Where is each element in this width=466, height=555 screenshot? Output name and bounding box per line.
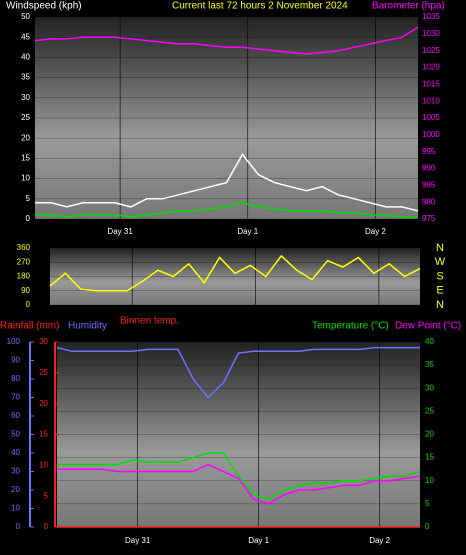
- x-tick-label: Day 1: [237, 227, 258, 236]
- y-tick-label: 80: [11, 374, 20, 383]
- series-line: [57, 463, 421, 505]
- series-line: [49, 254, 421, 292]
- y-tick-label: 25: [425, 406, 434, 415]
- y-tick-label: 180: [17, 272, 31, 281]
- y-axis-label: Windspeed (kph): [6, 1, 82, 12]
- legend-label: Humidity: [68, 321, 107, 332]
- series-line: [34, 26, 419, 55]
- y-tick-label: 1015: [422, 79, 440, 88]
- legend-label: Dew Point (°C): [395, 321, 461, 332]
- y-tick-label: 975: [422, 214, 436, 223]
- y-tick-label: 90: [11, 356, 20, 365]
- y-tick-label: 0: [425, 522, 430, 531]
- y-tick-label: 0: [16, 522, 21, 531]
- y-tick-label: 270: [17, 257, 31, 266]
- y-tick-label: 10: [11, 504, 20, 513]
- y-tick-label: 30: [39, 337, 48, 346]
- y-tick-label: 5: [425, 499, 430, 508]
- y-tick-label: 5: [44, 491, 49, 500]
- y-tick-label: 60: [11, 411, 20, 420]
- y-tick-label: 35: [425, 360, 434, 369]
- y2-axis-label: Barometer (hpa): [372, 1, 445, 12]
- y-tick-label: 40: [11, 448, 20, 457]
- y-tick-label: N: [436, 242, 444, 254]
- series-line: [35, 153, 419, 212]
- y-tick-label: N: [436, 299, 444, 311]
- x-tick-label: Day 1: [248, 536, 269, 545]
- y-tick-label: 1000: [422, 130, 440, 139]
- y-tick-label: 1020: [422, 63, 440, 72]
- y-tick-label: 40: [21, 53, 30, 62]
- y-tick-label: 25: [39, 368, 48, 377]
- y-tick-label: 30: [21, 93, 30, 102]
- series-line: [57, 452, 421, 501]
- x-tick-label: Day 2: [369, 536, 390, 545]
- y-tick-label: 30: [11, 467, 20, 476]
- y-tick-label: 1025: [422, 46, 440, 55]
- y-tick-label: 50: [21, 12, 30, 21]
- y-tick-label: 45: [21, 32, 30, 41]
- y-tick-label: 10: [39, 460, 48, 469]
- y-tick-label: 35: [21, 73, 30, 82]
- y-tick-label: 0: [44, 522, 49, 531]
- y-tick-label: 10: [21, 174, 30, 183]
- y-tick-label: 20: [21, 133, 30, 142]
- y-tick-label: E: [436, 285, 443, 297]
- y-tick-label: 20: [39, 399, 48, 408]
- y-tick-label: 995: [422, 147, 436, 156]
- y-tick-label: 1035: [422, 12, 440, 21]
- y-tick-label: 25: [21, 113, 30, 122]
- y-tick-label: 40: [425, 337, 434, 346]
- x-tick-label: Day 2: [365, 227, 386, 236]
- x-tick-label: Day 31: [107, 227, 133, 236]
- series-line: [56, 346, 420, 399]
- y-tick-label: 20: [11, 485, 20, 494]
- y-tick-label: 990: [422, 164, 436, 173]
- chart-title: Current last 72 hours 2 November 2024: [172, 1, 348, 12]
- legend-label: Temperature (°C): [312, 321, 389, 332]
- y-tick-label: W: [435, 256, 446, 268]
- y-tick-label: 1030: [422, 29, 440, 38]
- x-tick-label: Day 31: [125, 536, 151, 545]
- legend-label: Rainfall (mm): [0, 321, 59, 332]
- annotation: Binnen temp.: [120, 316, 179, 327]
- y-tick-label: S: [436, 270, 443, 282]
- y-tick-label: 15: [425, 453, 434, 462]
- y-tick-label: 985: [422, 180, 436, 189]
- y-tick-label: 15: [21, 154, 30, 163]
- y-tick-label: 0: [26, 300, 31, 309]
- y-tick-label: 10: [425, 476, 434, 485]
- y-tick-label: 50: [11, 430, 20, 439]
- y-tick-label: 90: [21, 286, 30, 295]
- y-tick-label: 100: [7, 337, 21, 346]
- y-tick-label: 1005: [422, 113, 440, 122]
- y-tick-label: 980: [422, 197, 436, 206]
- y-tick-label: 0: [26, 214, 31, 223]
- series-line: [35, 202, 418, 218]
- y-tick-label: 5: [26, 194, 31, 203]
- y-tick-label: 1010: [422, 96, 440, 105]
- y-tick-label: 360: [17, 243, 31, 252]
- y-tick-label: 15: [39, 430, 48, 439]
- y-tick-label: 30: [425, 383, 434, 392]
- y-tick-label: 70: [11, 393, 20, 402]
- y-tick-label: 20: [425, 430, 434, 439]
